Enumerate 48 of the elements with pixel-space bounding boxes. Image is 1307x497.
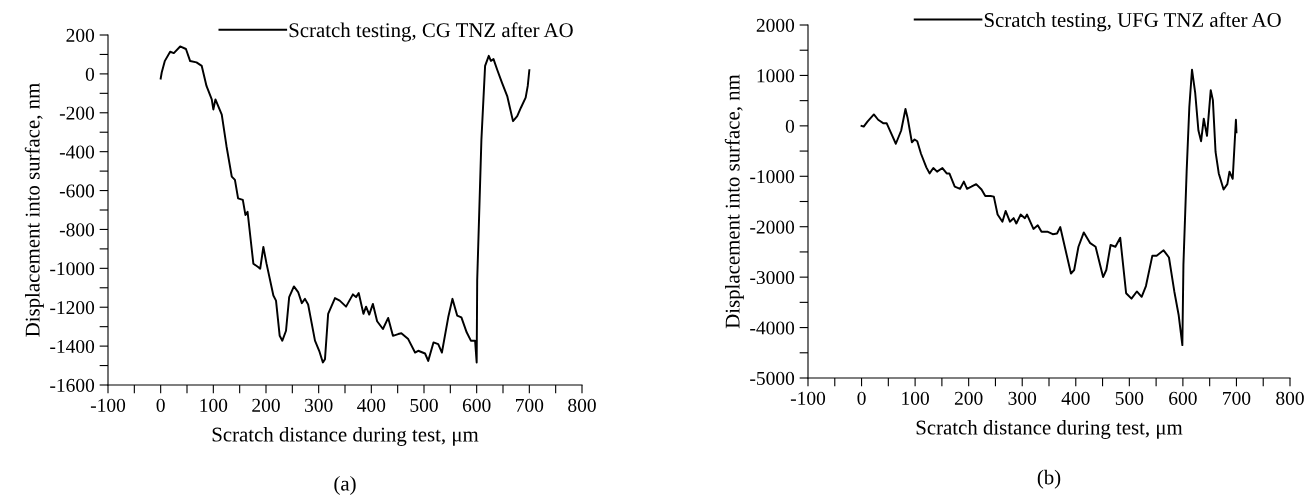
y-tick-label: 2000: [756, 18, 795, 32]
y-tick-label: -600: [59, 184, 95, 198]
y-tick-label: -2000: [750, 220, 795, 234]
y-tick-label: -1600: [50, 378, 95, 392]
x-tick-label: 700: [516, 398, 544, 412]
y-tick-label: -1000: [750, 170, 795, 184]
x-tick-label: 0: [156, 398, 165, 412]
line-series: [159, 45, 531, 364]
y-tick-label: 0: [85, 67, 95, 81]
y-tick-label: -1200: [50, 301, 95, 315]
x-tick-label: 400: [1061, 391, 1090, 405]
y-tick-label: -200: [59, 106, 95, 120]
y-tick-label: 0: [785, 119, 795, 133]
x-axis-title: Scratch distance during test, μm: [212, 426, 479, 446]
text: (b): [1037, 469, 1061, 489]
x-tick-label: 0: [857, 391, 866, 405]
y-tick-label: -400: [59, 145, 95, 159]
x-tick-label: 800: [568, 398, 596, 412]
y-axis-title: Displacement into surface, nm: [724, 74, 744, 329]
y-tick-label: -3000: [750, 270, 795, 285]
x-tick-label: 100: [902, 391, 929, 405]
x-tick-label: 100: [200, 398, 228, 412]
x-tick-label: 400: [357, 398, 386, 412]
x-tick-label: 200: [954, 391, 983, 405]
y-tick-label: -5000: [750, 371, 795, 385]
line-series: [860, 68, 1238, 347]
y-tick-label: -4000: [750, 321, 795, 335]
x-tick-label: 500: [1115, 391, 1144, 405]
x-tick-label: 300: [1008, 391, 1037, 405]
y-tick-label: -1400: [50, 339, 95, 354]
y-tick-label: -1000: [50, 262, 95, 276]
x-tick-label: 500: [410, 398, 438, 412]
y-axis-title: Displacement into surface, nm: [24, 83, 44, 337]
x-tick-label: 700: [1223, 391, 1251, 405]
y-tick-label: -800: [59, 223, 95, 237]
x-tick-label: -100: [90, 398, 126, 412]
x-tick-label: 200: [252, 398, 280, 412]
x-axis-title: Scratch distance during test, μm: [916, 419, 1183, 439]
x-tick-label: 600: [462, 398, 491, 412]
y-tick-label: 200: [66, 28, 95, 42]
x-tick-label: -100: [790, 391, 826, 405]
y-tick-label: 1000: [757, 69, 795, 83]
x-tick-label: 800: [1276, 391, 1304, 405]
text: (a): [334, 476, 356, 495]
legend-label: Scratch testing, CG TNZ after AO: [289, 22, 573, 42]
legend-label: Scratch testing, UFG TNZ after AO: [984, 12, 1281, 32]
x-tick-label: 600: [1169, 391, 1197, 405]
x-tick-label: 300: [305, 398, 333, 412]
